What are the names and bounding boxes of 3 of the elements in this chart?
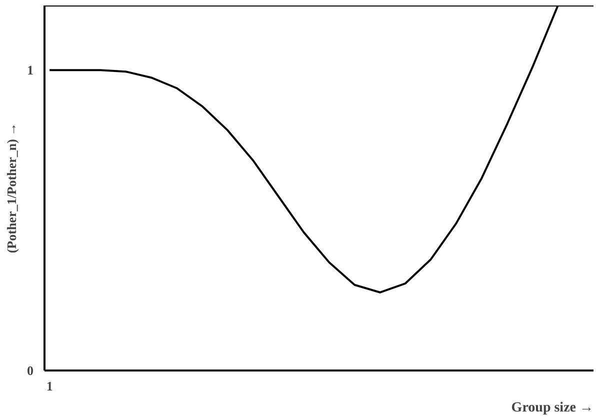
y-tick-label: 0 [27, 363, 34, 378]
x-axis-title: Group size → [511, 400, 594, 416]
y-axis-title: (Pother_1/Pother_n) → [4, 122, 19, 254]
